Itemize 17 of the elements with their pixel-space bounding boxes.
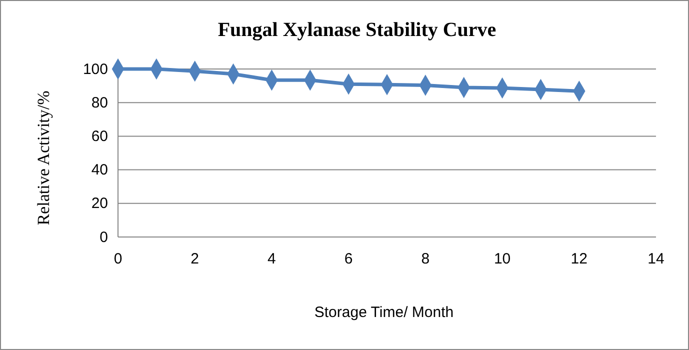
x-tick-label: 14 <box>648 250 664 268</box>
y-tick-label: 20 <box>91 195 108 212</box>
y-tick-label: 60 <box>91 128 108 145</box>
x-tick-label: 6 <box>344 250 353 268</box>
x-tick-label: 12 <box>570 250 588 268</box>
chart-title: Fungal Xylanase Stability Curve <box>218 19 496 41</box>
x-tick-label: 8 <box>421 250 430 268</box>
x-tick-label: 4 <box>268 250 276 268</box>
y-axis-title: Relative Activity/% <box>34 90 53 226</box>
y-tick-label: 0 <box>100 228 108 246</box>
y-tick-label: 80 <box>91 94 108 112</box>
x-tick-label: 10 <box>494 250 511 268</box>
y-tick-label: 40 <box>91 162 108 179</box>
y-tick-label: 100 <box>82 60 108 78</box>
x-tick-label: 2 <box>190 250 200 268</box>
x-axis-title: Storage Time/ Month <box>314 304 454 321</box>
x-tick-label: 0 <box>114 250 122 268</box>
